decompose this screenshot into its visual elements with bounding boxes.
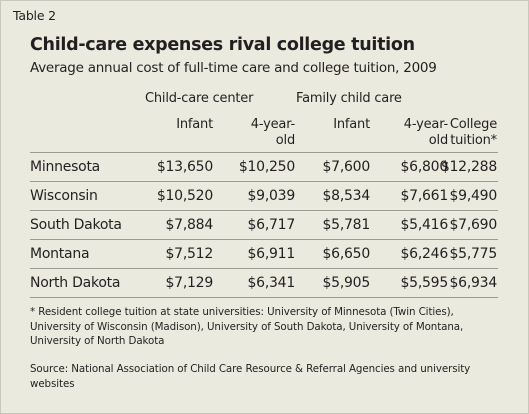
table-cell: $8,534: [322, 188, 371, 204]
footnote: * Resident college tuition at state univ…: [30, 306, 464, 347]
table-cell: $7,129: [165, 275, 214, 291]
row-label: Montana: [30, 246, 90, 262]
table-subtitle: Average annual cost of full-time care an…: [30, 60, 437, 76]
table-cell: $7,884: [165, 217, 214, 233]
table-cell: $6,246: [400, 246, 449, 262]
table-cell: $6,911: [247, 246, 296, 262]
table-cell: $5,595: [400, 275, 449, 291]
table-cell: $6,934: [449, 275, 498, 291]
table-cell: $10,250: [238, 159, 295, 175]
source-note: Source: National Association of Child Ca…: [30, 363, 471, 390]
row-rule: [30, 181, 498, 182]
table-cell: $7,600: [322, 159, 371, 175]
table-cell: $6,650: [322, 246, 371, 262]
table-cell: $6,341: [247, 275, 296, 291]
row-label: South Dakota: [30, 217, 122, 233]
table-cell: $5,416: [400, 217, 449, 233]
column-header: Infant: [176, 117, 213, 132]
table-cell: $6,800: [400, 159, 449, 175]
group-header-family-child-care: Family child care: [296, 91, 402, 106]
column-header: College tuition*: [449, 117, 497, 148]
table-cell: $5,775: [449, 246, 498, 262]
row-label: Minnesota: [30, 159, 101, 175]
table-cell: $10,520: [156, 188, 213, 204]
row-rule: [30, 210, 498, 211]
column-header: 4-year- old: [403, 117, 448, 148]
table-cell: $6,717: [247, 217, 296, 233]
column-header: Infant: [333, 117, 370, 132]
row-label: North Dakota: [30, 275, 121, 291]
header-rule: [30, 152, 498, 153]
group-header-child-care-center: Child-care center: [145, 91, 254, 106]
table-cell: $9,490: [449, 188, 498, 204]
row-rule: [30, 239, 498, 240]
table-cell: $9,039: [247, 188, 296, 204]
column-header: 4-year- old: [250, 117, 295, 148]
row-label: Wisconsin: [30, 188, 98, 204]
table-cell: $7,512: [165, 246, 214, 262]
table-cell: $5,905: [322, 275, 371, 291]
row-rule: [30, 297, 498, 298]
row-rule: [30, 268, 498, 269]
table-cell: $5,781: [322, 217, 371, 233]
table-title: Child-care expenses rival college tuitio…: [30, 35, 415, 55]
table-cell: $7,661: [400, 188, 449, 204]
table-cell: $12,288: [440, 159, 497, 175]
table-cell: $13,650: [156, 159, 213, 175]
table-cell: $7,690: [449, 217, 498, 233]
table-number-label: Table 2: [13, 8, 56, 23]
